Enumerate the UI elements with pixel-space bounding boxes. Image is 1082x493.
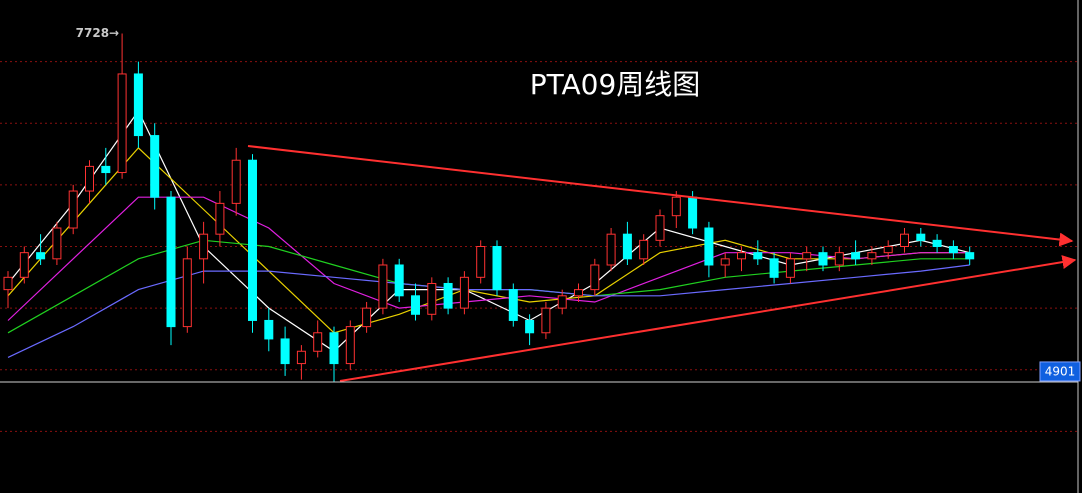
- candle-body: [557, 295, 567, 309]
- candle-body: [541, 307, 551, 334]
- candle-body: [117, 73, 127, 174]
- candle-body: [606, 233, 616, 266]
- candle-body: [150, 135, 160, 198]
- chart-title: PTA09周线图: [530, 68, 701, 101]
- candle-body: [688, 196, 698, 229]
- candle-body: [476, 246, 486, 278]
- candle-body: [590, 264, 600, 291]
- candle-body: [818, 252, 828, 266]
- candle-body: [574, 289, 583, 297]
- candle-body: [965, 252, 975, 260]
- candle-body: [508, 289, 518, 321]
- candle-body: [329, 332, 339, 365]
- candle-body: [459, 276, 469, 309]
- candle-body: [769, 258, 779, 278]
- candle-body: [280, 338, 290, 365]
- candle-body: [867, 252, 877, 260]
- candle-body: [443, 282, 453, 309]
- price-tag: 4901: [1045, 364, 1076, 378]
- candle-body: [248, 159, 257, 321]
- candle-body: [52, 227, 62, 260]
- labels: 7728→ 4901: [0, 26, 1081, 383]
- candle-body: [525, 319, 535, 334]
- candle-body: [378, 264, 388, 309]
- trend-line-lower: [339, 255, 1077, 382]
- candle-body: [166, 196, 176, 328]
- candle-body: [948, 246, 958, 254]
- price-tag-box: [1039, 361, 1081, 382]
- candle-body: [345, 326, 355, 365]
- candle-body: [639, 239, 649, 260]
- candle-body: [720, 258, 730, 266]
- candle-body: [264, 319, 274, 340]
- candle-body: [655, 215, 665, 241]
- candle-body: [231, 159, 241, 204]
- candle-body: [68, 190, 78, 229]
- candle-body: [215, 202, 225, 235]
- candle-body: [85, 165, 94, 192]
- candle-body: [427, 282, 437, 315]
- candle-body: [737, 252, 746, 260]
- candle-body: [622, 233, 632, 260]
- candle-body: [199, 233, 209, 260]
- candle-body: [36, 252, 46, 260]
- candle-body: [3, 276, 13, 291]
- candle-body: [411, 295, 420, 315]
- candle-body: [851, 252, 861, 260]
- candle-body: [802, 252, 812, 260]
- candle-body: [883, 246, 893, 254]
- candle-body: [834, 252, 844, 266]
- candle-body: [362, 307, 372, 328]
- candle-body: [133, 73, 143, 137]
- candle-body: [296, 350, 306, 365]
- candle-body: [19, 252, 29, 278]
- candle-body: [900, 233, 909, 248]
- candles: [3, 33, 975, 382]
- candle-body: [101, 165, 111, 174]
- candle-body: [182, 258, 192, 328]
- high-label: 7728→: [76, 26, 119, 40]
- candle-body: [671, 196, 681, 217]
- candle-body: [916, 233, 926, 241]
- candle-body: [394, 264, 404, 297]
- candle-body: [313, 332, 323, 352]
- candle-body: [753, 252, 763, 260]
- candle-body: [785, 258, 795, 278]
- candle-body: [932, 239, 942, 247]
- candle-body: [492, 246, 502, 291]
- trend-line-upper: [247, 145, 1074, 247]
- candle-body: [704, 227, 714, 266]
